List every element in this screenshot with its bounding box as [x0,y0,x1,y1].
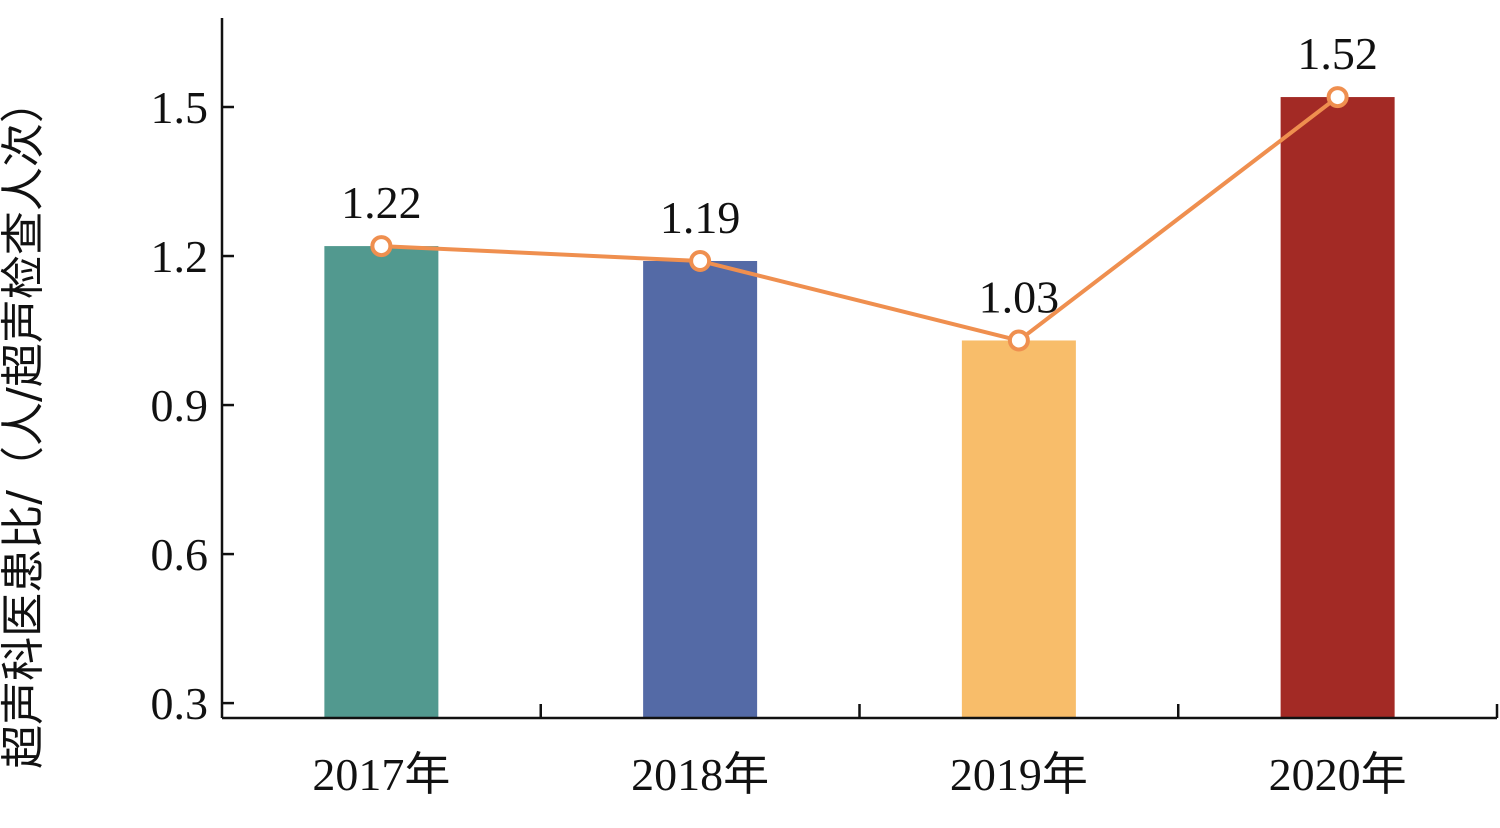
y-tick-label-1: 0.6 [151,529,209,580]
data-label-2: 1.03 [979,271,1060,322]
x-tick-label-2: 2019年 [950,749,1088,800]
y-tick-label-4: 1.5 [151,82,209,133]
y-tick-label-2: 0.9 [151,380,209,431]
x-tick-label-3: 2020年 [1269,749,1407,800]
line-layer [370,86,1349,352]
bar-1 [643,260,758,718]
y-tick-label-3: 1.2 [151,231,209,282]
bars-layer [324,97,1395,719]
bar-0 [324,246,439,719]
bar-2 [961,340,1076,718]
trend-point-2 [1007,329,1030,352]
trend-point-1 [689,249,712,272]
trend-point-0 [370,235,393,258]
trend-point-3 [1326,86,1349,109]
data-label-0: 1.22 [341,177,422,228]
data-label-3: 1.52 [1297,28,1378,79]
bar-3 [1280,97,1395,718]
y-axis-label: 超声科医患比/（人/超声检查人次） [0,79,49,769]
axes-layer: 0.3 0.6 0.9 1.2 1.5 2017年 2018年 2019年 2020年 [151,18,1499,800]
x-tick-label-0: 2017年 [312,749,450,800]
trend-line [381,95,1339,343]
x-tick-label-1: 2018年 [631,749,769,800]
data-label-1: 1.19 [660,192,741,243]
labels-layer: 1.22 1.19 1.03 1.52 [341,28,1378,322]
y-tick-label-0: 0.3 [151,678,209,729]
